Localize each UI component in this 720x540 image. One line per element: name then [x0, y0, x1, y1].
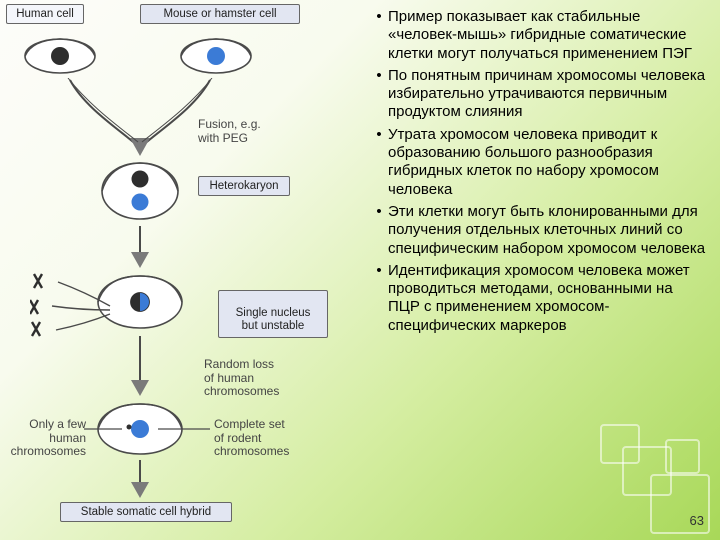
bullet-text: Идентификация хромосом человека может пр…	[388, 262, 706, 335]
bullet-text: По понятным причинам хромосомы человека …	[388, 67, 706, 122]
single-nucleus-box: Single nucleus but unstable	[218, 290, 328, 338]
heterokaryon-box: Heterokaryon	[198, 176, 290, 196]
mouse-cell-label: Mouse or hamster cell	[163, 8, 276, 20]
slide: Human cell Mouse or hamster cell Fusion,…	[0, 0, 720, 540]
page-number: 63	[690, 513, 704, 528]
complete-set-label: Complete set of rodent chromosomes	[214, 404, 289, 459]
arrow-3-icon	[128, 460, 152, 500]
bullet-text: Пример показывает как стабильные «челове…	[388, 8, 706, 63]
ejected-chromosomes-icon	[30, 272, 120, 342]
human-cell-icon	[20, 34, 100, 78]
list-item: •Идентификация хромосом человека может п…	[370, 262, 706, 335]
mouse-cell-box: Mouse or hamster cell	[140, 4, 300, 24]
bullet-text: Эти клетки могут быть клонированными для…	[388, 203, 706, 258]
human-cell-label: Human cell	[16, 8, 74, 20]
heterokaryon-cell-icon	[96, 158, 184, 224]
arrow-1-icon	[128, 226, 152, 270]
connector-left-icon	[84, 424, 122, 434]
fusion-label: Fusion, e.g. with PEG	[198, 104, 261, 145]
list-item: •Утрата хромосом человека приводит к обр…	[370, 126, 706, 199]
list-item: •Пример показывает как стабильные «челов…	[370, 8, 706, 63]
arrow-2-icon	[128, 336, 152, 398]
cell-fusion-diagram: Human cell Mouse or hamster cell Fusion,…	[0, 0, 368, 540]
content-column: •Пример показывает как стабильные «челов…	[368, 0, 720, 540]
list-item: •По понятным причинам хромосомы человека…	[370, 67, 706, 122]
connector-right-icon	[158, 424, 210, 434]
human-cell-box: Human cell	[6, 4, 84, 24]
random-loss-label: Random loss of human chromosomes	[204, 344, 279, 399]
stable-hybrid-box: Stable somatic cell hybrid	[60, 502, 232, 522]
mouse-cell-icon	[176, 34, 256, 78]
only-few-label: Only a few human chromosomes	[4, 404, 86, 459]
bullet-text: Утрата хромосом человека приводит к обра…	[388, 126, 706, 199]
list-item: •Эти клетки могут быть клонированными дл…	[370, 203, 706, 258]
bullet-list: •Пример показывает как стабильные «челов…	[370, 8, 706, 335]
